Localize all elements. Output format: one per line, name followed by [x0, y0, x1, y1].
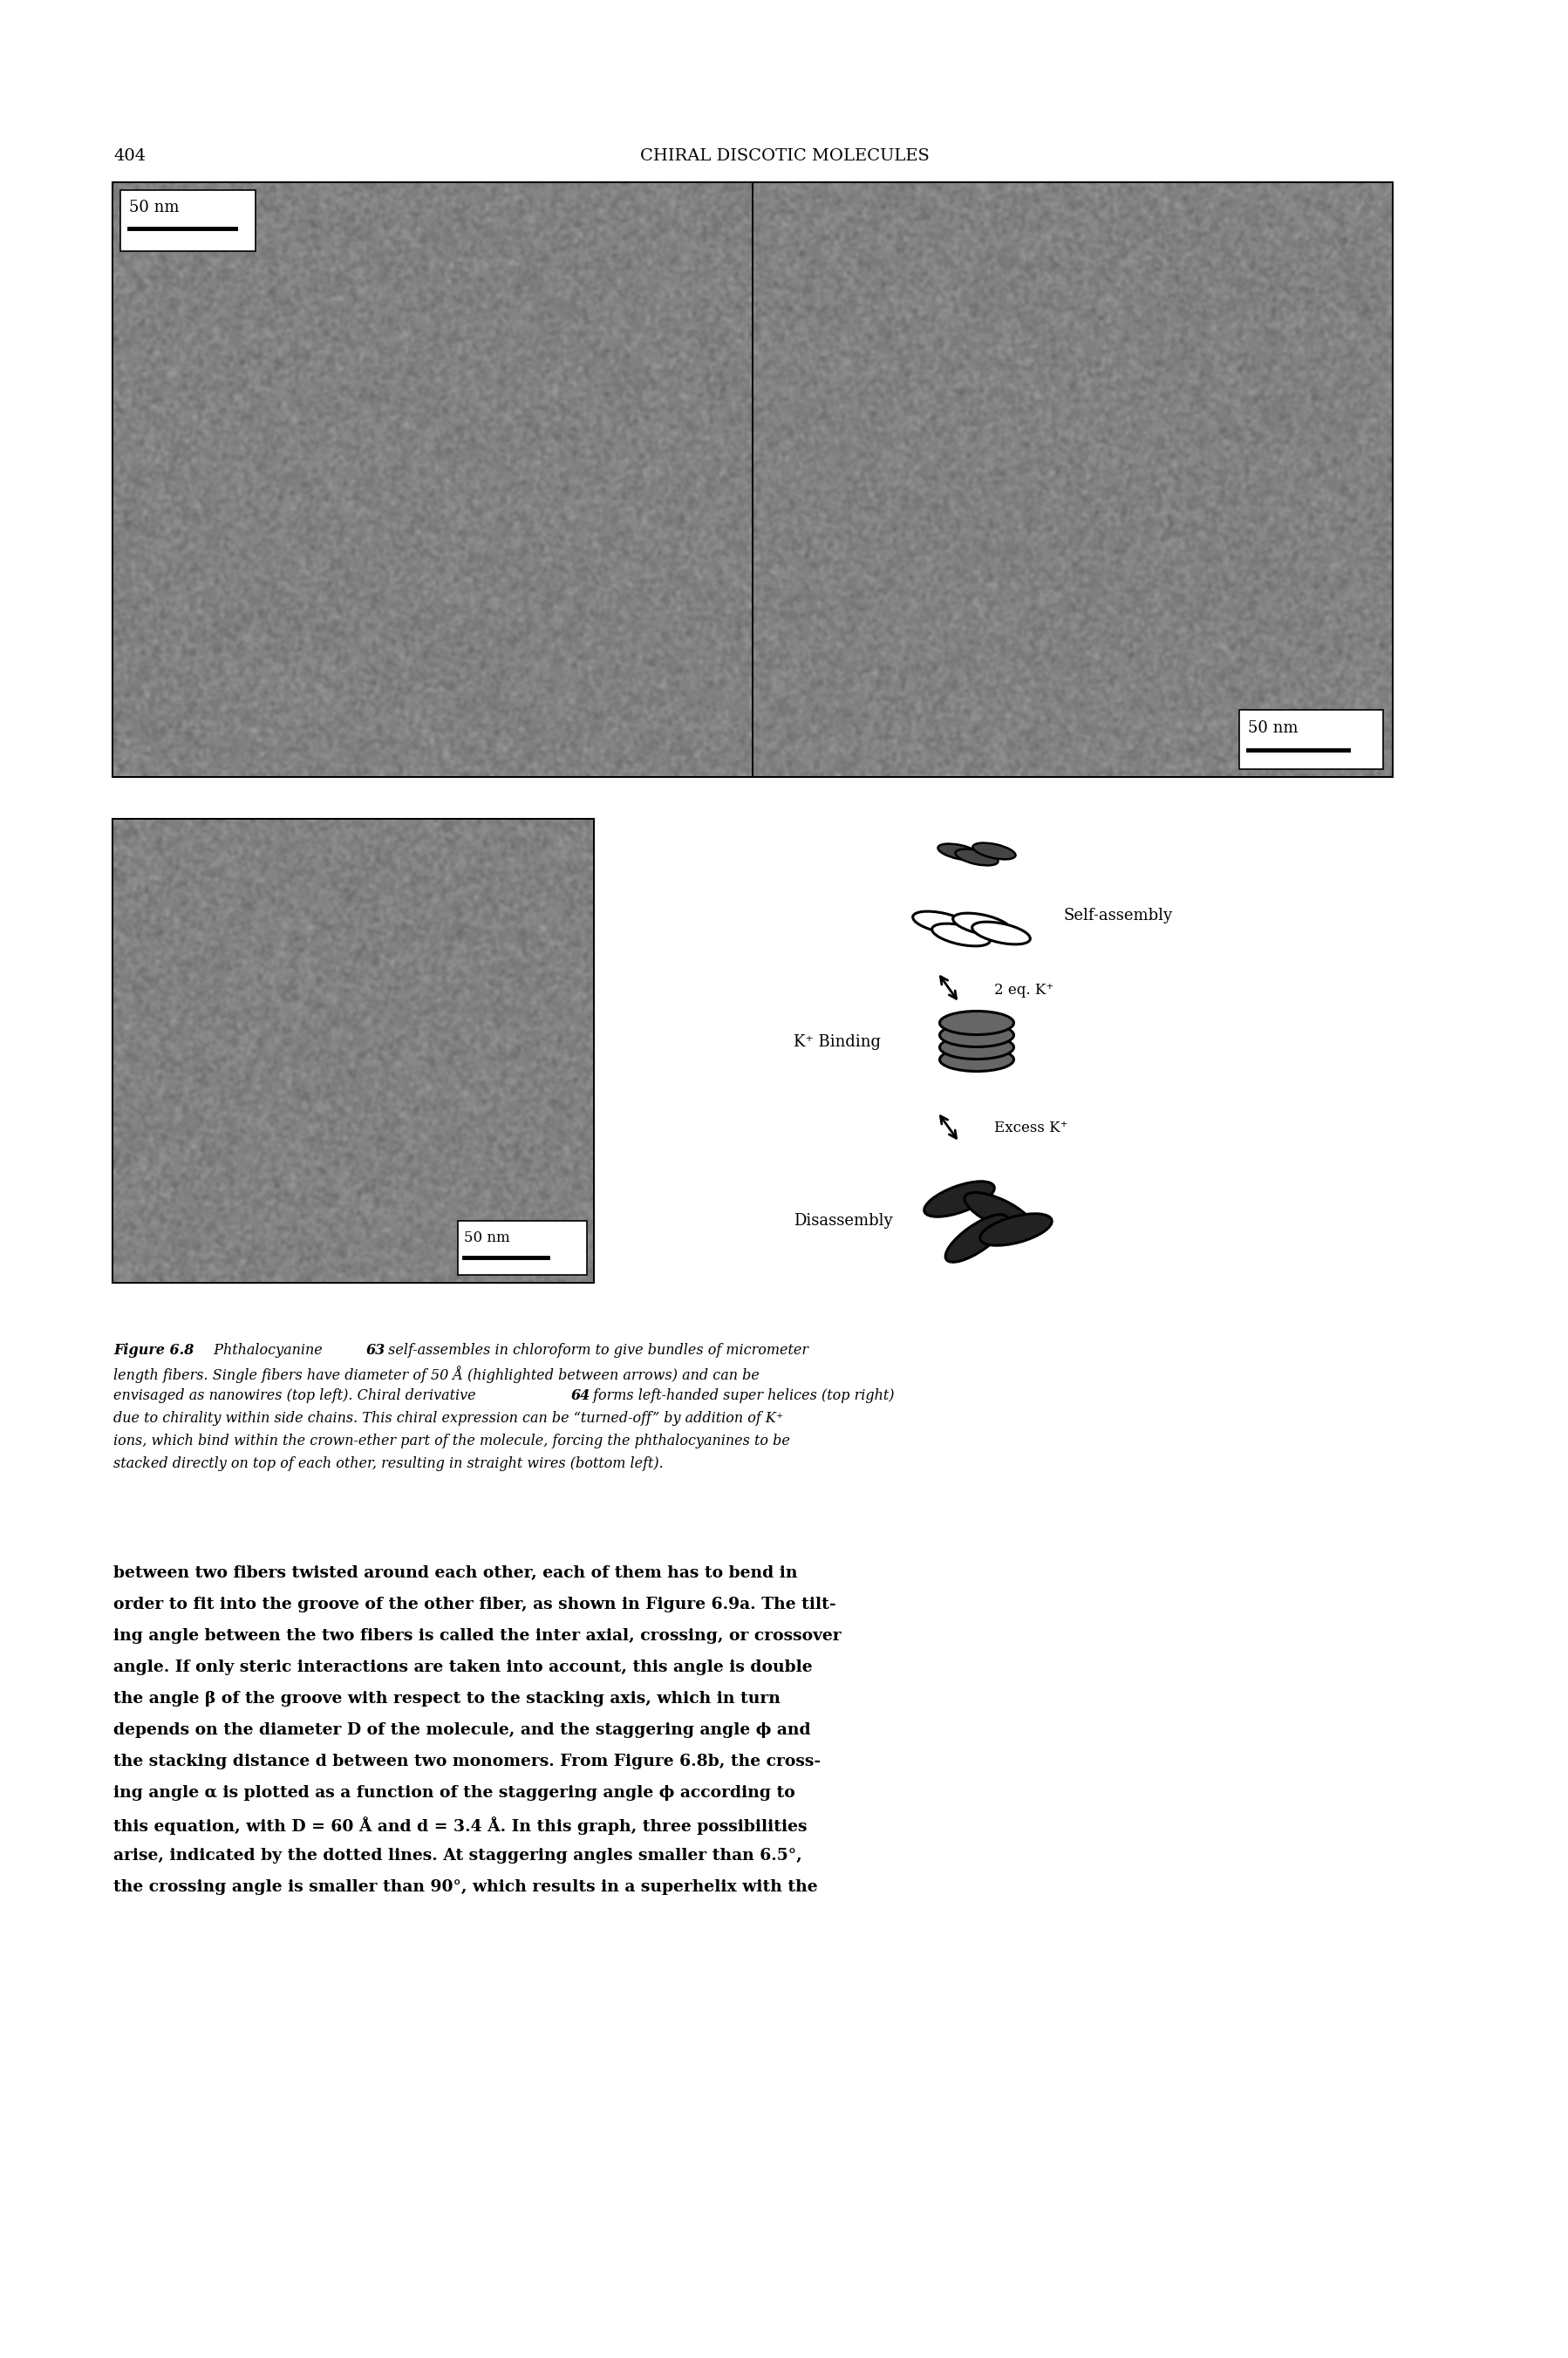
Text: Phthalocyanine: Phthalocyanine: [205, 1344, 326, 1358]
Ellipse shape: [939, 1047, 1013, 1071]
Text: 50 nm: 50 nm: [129, 200, 179, 215]
Text: Self-assembly: Self-assembly: [1063, 908, 1173, 924]
Text: angle. If only steric interactions are taken into account, this angle is double: angle. If only steric interactions are t…: [113, 1660, 812, 1674]
Text: 63: 63: [365, 1344, 386, 1358]
Ellipse shape: [946, 1214, 1008, 1262]
Text: ing angle between the two fibers is called the inter axial, crossing, or crossov: ing angle between the two fibers is call…: [113, 1627, 840, 1644]
Ellipse shape: [924, 1181, 994, 1217]
Text: 64: 64: [571, 1389, 590, 1403]
Ellipse shape: [955, 849, 997, 865]
Ellipse shape: [980, 1214, 1052, 1245]
Text: the angle β of the groove with respect to the stacking axis, which in turn: the angle β of the groove with respect t…: [113, 1691, 779, 1707]
Ellipse shape: [938, 844, 980, 861]
Text: 50 nm: 50 nm: [1247, 719, 1297, 736]
Text: envisaged as nanowires (top left). Chiral derivative: envisaged as nanowires (top left). Chira…: [113, 1389, 480, 1403]
Text: Disassembly: Disassembly: [793, 1212, 892, 1229]
Text: self-assembles in chloroform to give bundles of micrometer: self-assembles in chloroform to give bun…: [384, 1344, 808, 1358]
Text: stacked directly on top of each other, resulting in straight wires (bottom left): stacked directly on top of each other, r…: [113, 1457, 663, 1471]
Text: forms left-handed super helices (top right): forms left-handed super helices (top rig…: [588, 1389, 894, 1403]
FancyBboxPatch shape: [121, 191, 256, 252]
Text: Figure 6.8: Figure 6.8: [113, 1344, 194, 1358]
Bar: [113, 182, 1392, 778]
Text: ing angle α is plotted as a function of the staggering angle ϕ according to: ing angle α is plotted as a function of …: [113, 1785, 795, 1802]
Ellipse shape: [939, 1035, 1013, 1059]
Text: this equation, with D = 60 Å and d = 3.4 Å. In this graph, three possibilities: this equation, with D = 60 Å and d = 3.4…: [113, 1816, 806, 1835]
Ellipse shape: [939, 1023, 1013, 1047]
Ellipse shape: [972, 842, 1014, 858]
Text: 404: 404: [113, 149, 146, 165]
Text: K⁺ Binding: K⁺ Binding: [793, 1035, 880, 1049]
Ellipse shape: [931, 924, 989, 946]
Text: the stacking distance d between two monomers. From Figure 6.8b, the cross-: the stacking distance d between two mono…: [113, 1754, 820, 1768]
FancyBboxPatch shape: [458, 1221, 586, 1276]
Text: Excess K⁺: Excess K⁺: [994, 1120, 1068, 1134]
Text: arise, indicated by the dotted lines. At staggering angles smaller than 6.5°,: arise, indicated by the dotted lines. At…: [113, 1849, 801, 1863]
Text: order to fit into the groove of the other fiber, as shown in Figure 6.9a. The ti: order to fit into the groove of the othe…: [113, 1596, 836, 1613]
Bar: [113, 818, 594, 1283]
Text: due to chirality within side chains. This chiral expression can be “turned-off” : due to chirality within side chains. Thi…: [113, 1410, 782, 1427]
Text: between two fibers twisted around each other, each of them has to bend in: between two fibers twisted around each o…: [113, 1566, 797, 1580]
Text: 50 nm: 50 nm: [464, 1231, 510, 1245]
Text: length fibers. Single fibers have diameter of 50 Å (highlighted between arrows) : length fibers. Single fibers have diamet…: [113, 1365, 759, 1384]
Ellipse shape: [939, 1012, 1013, 1035]
Text: depends on the diameter D of the molecule, and the staggering angle ϕ and: depends on the diameter D of the molecul…: [113, 1721, 811, 1738]
Text: CHIRAL DISCOTIC MOLECULES: CHIRAL DISCOTIC MOLECULES: [640, 149, 928, 165]
Ellipse shape: [952, 913, 1010, 936]
Text: the crossing angle is smaller than 90°, which results in a superhelix with the: the crossing angle is smaller than 90°, …: [113, 1879, 817, 1896]
Ellipse shape: [964, 1193, 1032, 1231]
Ellipse shape: [913, 913, 971, 934]
FancyBboxPatch shape: [1239, 710, 1383, 769]
Text: ions, which bind within the crown-ether part of the molecule, forcing the phthal: ions, which bind within the crown-ether …: [113, 1434, 790, 1448]
Text: 2 eq. K⁺: 2 eq. K⁺: [994, 983, 1054, 997]
Ellipse shape: [972, 922, 1030, 943]
